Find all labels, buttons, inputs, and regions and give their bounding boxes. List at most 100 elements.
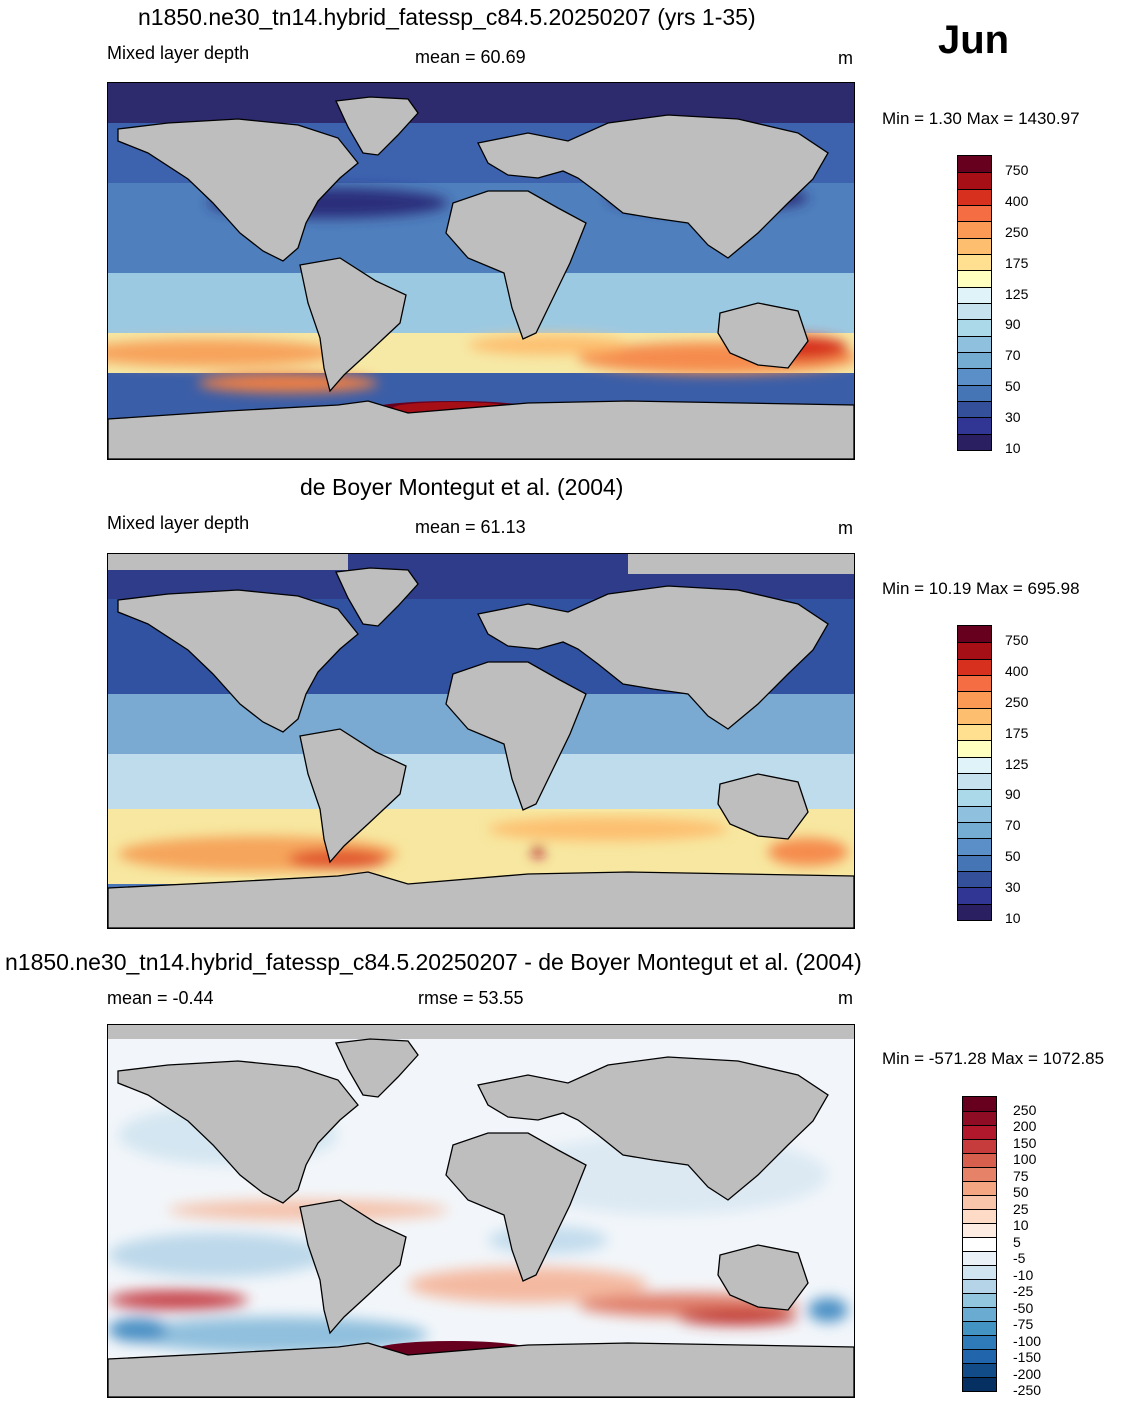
panel-model-minmax: Min = 1.30 Max = 1430.97 <box>882 109 1080 128</box>
colorbar-swatch <box>958 237 991 254</box>
colorbar-label: 175 <box>1005 254 1029 271</box>
colorbar-label: 400 <box>1005 663 1029 680</box>
colorbar-swatch <box>963 1125 996 1139</box>
colorbar-label: -150 <box>1013 1349 1042 1366</box>
colorbar-label: 100 <box>1013 1151 1037 1168</box>
panel-obs-map-graphic <box>108 554 854 928</box>
panel-diff-minmax: Min = -571.28 Max = 1072.85 <box>882 1049 1105 1068</box>
panel-diff-rmse-label: rmse = 53.55 <box>418 988 524 1008</box>
colorbar-label: 10 <box>1005 909 1021 926</box>
colorbar-swatch <box>963 1223 996 1237</box>
colorbar-label: 70 <box>1005 347 1021 364</box>
colorbar-label: 70 <box>1005 817 1021 834</box>
colorbar-swatch <box>963 1321 996 1335</box>
colorbar-swatch <box>963 1293 996 1307</box>
panel-diff-map <box>107 1024 855 1398</box>
panel-diff-title: n1850.ne30_tn14.hybrid_fatessp_c84.5.202… <box>5 949 862 975</box>
colorbar-swatch <box>958 384 991 401</box>
colorbar-swatch <box>958 352 991 369</box>
panel-obs-variable-label: Mixed layer depth <box>107 513 250 533</box>
colorbar-swatch <box>963 1097 996 1111</box>
colorbar-swatch <box>958 205 991 222</box>
colorbar-swatch <box>958 626 991 643</box>
colorbar-label: 400 <box>1005 193 1029 210</box>
colorbar-swatch <box>963 1139 996 1153</box>
colorbar-swatch <box>958 707 991 724</box>
colorbar-swatch <box>963 1377 996 1391</box>
colorbar-swatch <box>963 1181 996 1195</box>
colorbar-label: 200 <box>1013 1118 1037 1135</box>
colorbar-label: -5 <box>1013 1250 1026 1267</box>
colorbar-swatch <box>958 188 991 205</box>
colorbar-label: 10 <box>1005 439 1021 456</box>
colorbar-swatch <box>963 1209 996 1223</box>
panel-model-map-graphic <box>108 83 854 459</box>
colorbar-swatch <box>958 854 991 871</box>
panel-obs-mean-label: mean = 61.13 <box>415 517 526 537</box>
colorbar-swatch <box>958 658 991 675</box>
colorbar-swatch <box>963 1335 996 1349</box>
panel-diff-colorbar <box>962 1096 997 1392</box>
colorbar-swatch <box>958 303 991 320</box>
colorbar-swatch <box>958 838 991 855</box>
colorbar-label: 50 <box>1013 1184 1029 1201</box>
panel-model-mean-label: mean = 60.69 <box>415 47 526 67</box>
colorbar-label: 175 <box>1005 724 1029 741</box>
colorbar-swatch <box>958 368 991 385</box>
colorbar-label: 750 <box>1005 162 1029 179</box>
colorbar-swatch <box>963 1153 996 1167</box>
panel-diff-mean-label: mean = -0.44 <box>107 988 214 1008</box>
colorbar-swatch <box>963 1167 996 1181</box>
colorbar-swatch <box>958 156 991 173</box>
colorbar-swatch <box>963 1251 996 1265</box>
colorbar-label: 250 <box>1005 223 1029 240</box>
panel-obs-units: m <box>838 518 853 538</box>
colorbar-swatch <box>958 773 991 790</box>
colorbar-swatch <box>963 1363 996 1377</box>
panel-model-title: n1850.ne30_tn14.hybrid_fatessp_c84.5.202… <box>138 4 756 30</box>
colorbar-label: -200 <box>1013 1365 1042 1382</box>
colorbar-swatch <box>958 221 991 238</box>
panel-diff-units: m <box>838 988 853 1008</box>
colorbar-label: 750 <box>1005 632 1029 649</box>
colorbar-label: 90 <box>1005 786 1021 803</box>
colorbar-swatch <box>958 789 991 806</box>
colorbar-swatch <box>958 871 991 888</box>
panel-obs-minmax: Min = 10.19 Max = 695.98 <box>882 579 1080 598</box>
colorbar-swatch <box>963 1111 996 1125</box>
panel-obs-title: de Boyer Montegut et al. (2004) <box>300 474 624 500</box>
colorbar-label: 30 <box>1005 878 1021 895</box>
colorbar-swatch <box>963 1279 996 1293</box>
colorbar-label: 5 <box>1013 1233 1021 1250</box>
colorbar-swatch <box>958 675 991 692</box>
colorbar-swatch <box>958 887 991 904</box>
panel-model-map <box>107 82 855 460</box>
colorbar-label: -75 <box>1013 1316 1034 1333</box>
colorbar-swatch <box>963 1307 996 1321</box>
colorbar-label: -10 <box>1013 1266 1034 1283</box>
colorbar-swatch <box>958 270 991 287</box>
colorbar-swatch <box>958 724 991 741</box>
panel-model-variable-label: Mixed layer depth <box>107 43 250 63</box>
panel-diff-map-graphic <box>108 1025 854 1397</box>
colorbar-label: -100 <box>1013 1332 1042 1349</box>
colorbar-swatch <box>958 335 991 352</box>
colorbar-swatch <box>958 286 991 303</box>
month-label: Jun <box>938 18 1010 62</box>
colorbar-swatch <box>958 319 991 336</box>
colorbar-label: -50 <box>1013 1299 1034 1316</box>
colorbar-swatch <box>958 903 991 920</box>
colorbar-swatch <box>958 401 991 418</box>
panel-obs-colorbar <box>957 625 992 921</box>
colorbar-swatch <box>958 740 991 757</box>
colorbar-label: 90 <box>1005 316 1021 333</box>
colorbar-label: 250 <box>1005 693 1029 710</box>
colorbar-label: -25 <box>1013 1283 1034 1300</box>
colorbar-swatch <box>963 1265 996 1279</box>
colorbar-swatch <box>958 433 991 450</box>
colorbar-swatch <box>958 172 991 189</box>
colorbar-swatch <box>958 642 991 659</box>
colorbar-swatch <box>958 254 991 271</box>
colorbar-swatch <box>958 756 991 773</box>
colorbar-label: 250 <box>1013 1102 1037 1118</box>
